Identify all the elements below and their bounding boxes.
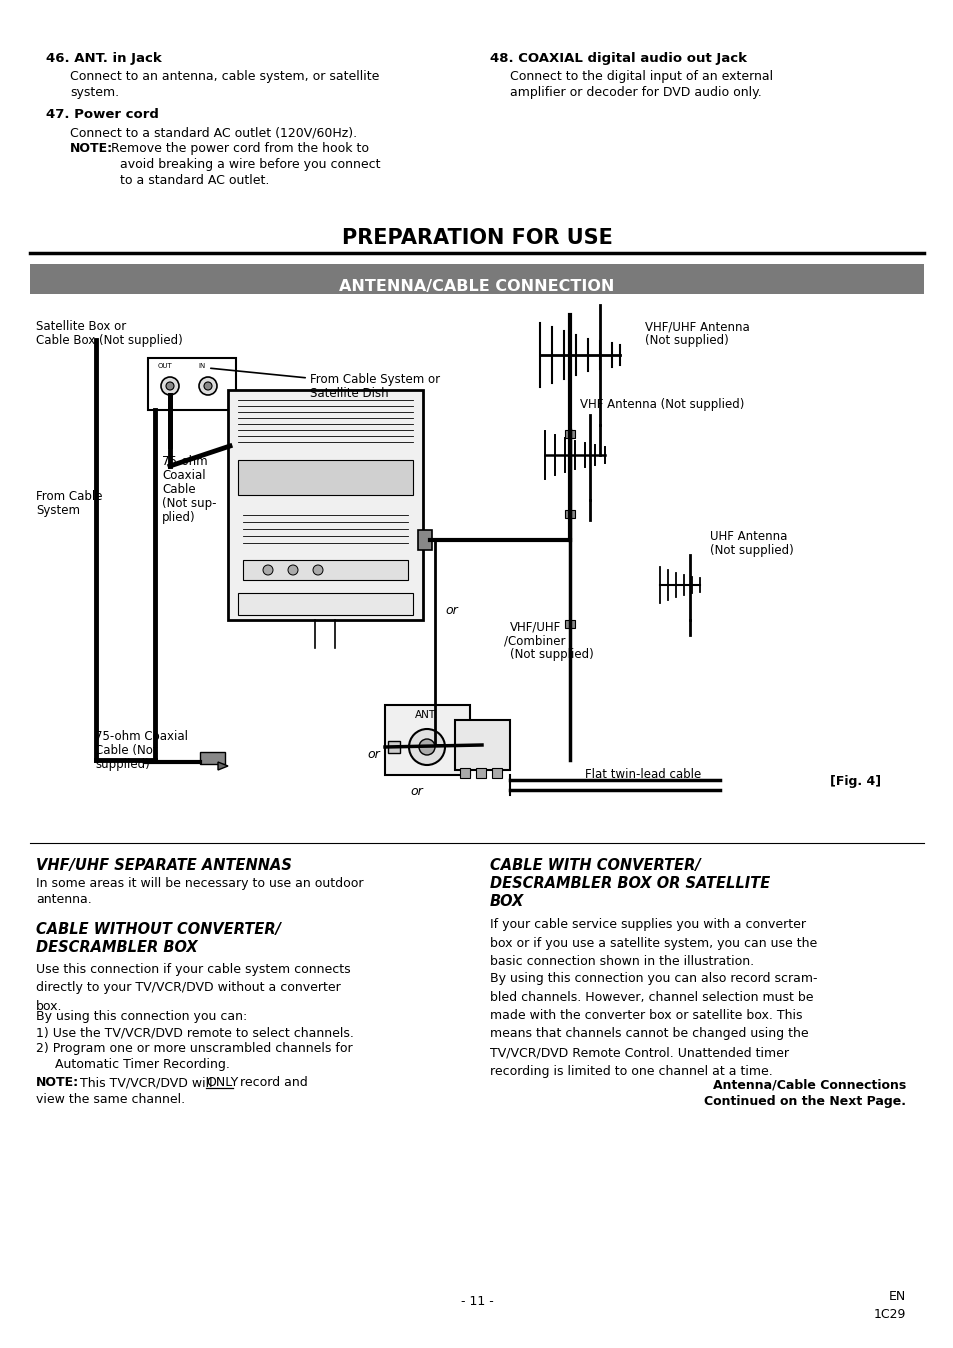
Text: EN: EN (888, 1290, 905, 1304)
Text: to a standard AC outlet.: to a standard AC outlet. (120, 174, 269, 187)
Text: or: or (444, 604, 457, 617)
Text: VHF/UHF SEPARATE ANTENNAS: VHF/UHF SEPARATE ANTENNAS (36, 857, 292, 874)
Text: Connect to an antenna, cable system, or satellite: Connect to an antenna, cable system, or … (70, 70, 379, 84)
Text: or: or (410, 785, 422, 798)
Text: In some areas it will be necessary to use an outdoor: In some areas it will be necessary to us… (36, 878, 363, 890)
Text: UHF Antenna: UHF Antenna (709, 530, 786, 543)
Text: VHF Antenna (Not supplied): VHF Antenna (Not supplied) (579, 398, 743, 411)
Text: view the same channel.: view the same channel. (36, 1093, 185, 1105)
Text: By using this connection you can also record scram-
bled channels. However, chan: By using this connection you can also re… (490, 972, 817, 1077)
Bar (30, 264, 923, 294)
Bar (492, 768, 501, 778)
Bar (459, 768, 470, 778)
Text: IN: IN (198, 363, 205, 369)
Bar (237, 460, 413, 495)
Text: PREPARATION FOR USE: PREPARATION FOR USE (341, 228, 612, 248)
Text: (Not supplied): (Not supplied) (709, 545, 793, 557)
Circle shape (263, 565, 273, 576)
Text: 46. ANT. in Jack: 46. ANT. in Jack (46, 53, 162, 65)
Text: VHF/UHF Antenna: VHF/UHF Antenna (644, 319, 749, 333)
Text: 1C29: 1C29 (873, 1308, 905, 1321)
Circle shape (204, 381, 212, 390)
Text: Cable: Cable (162, 483, 195, 496)
Text: Satellite Dish: Satellite Dish (310, 387, 388, 400)
Bar (455, 741, 467, 754)
Text: Antenna/Cable Connections: Antenna/Cable Connections (712, 1078, 905, 1091)
Text: 48. COAXIAL digital audio out Jack: 48. COAXIAL digital audio out Jack (490, 53, 746, 65)
Text: 47. Power cord: 47. Power cord (46, 108, 159, 121)
Text: (Not sup-: (Not sup- (162, 497, 216, 510)
Text: Satellite Box or: Satellite Box or (36, 319, 126, 333)
Text: Cable Box (Not supplied): Cable Box (Not supplied) (36, 334, 183, 346)
Text: 75-ohm Coaxial: 75-ohm Coaxial (95, 731, 188, 743)
Text: Connect to the digital input of an external: Connect to the digital input of an exter… (510, 70, 772, 84)
Text: By using this connection you can:: By using this connection you can: (36, 1010, 247, 1023)
Text: avoid breaking a wire before you connect: avoid breaking a wire before you connect (120, 158, 380, 171)
Text: or: or (367, 748, 379, 762)
Text: Coaxial: Coaxial (162, 469, 206, 483)
Text: Flat twin-lead cable: Flat twin-lead cable (584, 768, 700, 780)
Text: [Fig. 4]: [Fig. 4] (829, 775, 881, 789)
Bar (564, 430, 575, 438)
Bar (455, 720, 510, 770)
Text: ANTENNA/CABLE CONNECTION: ANTENNA/CABLE CONNECTION (339, 279, 614, 294)
Bar (228, 390, 422, 620)
Text: Continued on the Next Page.: Continued on the Next Page. (703, 1095, 905, 1108)
Text: If your cable service supplies you with a converter
box or if you use a satellit: If your cable service supplies you with … (490, 918, 817, 968)
Bar (385, 705, 470, 775)
Text: Remove the power cord from the hook to: Remove the power cord from the hook to (107, 142, 369, 155)
Circle shape (166, 381, 173, 390)
Text: 75-ohm: 75-ohm (162, 456, 208, 468)
Text: VHF/UHF: VHF/UHF (510, 620, 560, 634)
Text: Use this connection if your cable system connects
directly to your TV/VCR/DVD wi: Use this connection if your cable system… (36, 962, 351, 1012)
Circle shape (418, 739, 435, 755)
Text: 2) Program one or more unscrambled channels for: 2) Program one or more unscrambled chann… (36, 1042, 353, 1055)
Text: From Cable: From Cable (36, 491, 102, 503)
Text: system.: system. (70, 86, 119, 98)
Bar (564, 620, 575, 628)
Text: plied): plied) (162, 511, 195, 524)
Text: ONLY: ONLY (206, 1076, 238, 1089)
Text: This TV/VCR/DVD will: This TV/VCR/DVD will (76, 1076, 216, 1089)
Text: 1) Use the TV/VCR/DVD remote to select channels.: 1) Use the TV/VCR/DVD remote to select c… (36, 1026, 354, 1039)
Text: CABLE WITHOUT CONVERTER/: CABLE WITHOUT CONVERTER/ (36, 922, 281, 937)
Bar (564, 510, 575, 518)
Bar (237, 593, 413, 615)
Bar (243, 559, 408, 580)
Text: supplied): supplied) (95, 758, 150, 771)
Bar (417, 530, 432, 550)
Text: CABLE WITH CONVERTER/: CABLE WITH CONVERTER/ (490, 857, 700, 874)
Bar (476, 768, 485, 778)
Circle shape (199, 377, 216, 395)
Text: System: System (36, 504, 80, 518)
Circle shape (313, 565, 323, 576)
Text: BOX: BOX (490, 894, 524, 909)
Text: OUT: OUT (158, 363, 172, 369)
Text: Cable (Not: Cable (Not (95, 744, 157, 758)
Text: antenna.: antenna. (36, 892, 91, 906)
Circle shape (409, 729, 444, 766)
Text: record and: record and (235, 1076, 308, 1089)
Circle shape (288, 565, 297, 576)
Text: Connect to a standard AC outlet (120V/60Hz).: Connect to a standard AC outlet (120V/60… (70, 125, 356, 139)
Text: From Cable System or: From Cable System or (310, 373, 439, 386)
Text: - 11 -: - 11 - (460, 1295, 493, 1308)
Polygon shape (218, 762, 228, 770)
Text: /Combiner: /Combiner (503, 634, 565, 647)
Text: (Not supplied): (Not supplied) (510, 648, 593, 661)
Circle shape (161, 377, 179, 395)
Text: ANT.: ANT. (415, 710, 438, 720)
Text: (Not supplied): (Not supplied) (644, 334, 728, 346)
Text: NOTE:: NOTE: (36, 1076, 79, 1089)
Text: amplifier or decoder for DVD audio only.: amplifier or decoder for DVD audio only. (510, 86, 760, 98)
Bar (388, 741, 399, 754)
Bar (200, 752, 225, 764)
Text: NOTE:: NOTE: (70, 142, 113, 155)
Text: DESCRAMBLER BOX OR SATELLITE: DESCRAMBLER BOX OR SATELLITE (490, 876, 769, 891)
Text: DESCRAMBLER BOX: DESCRAMBLER BOX (36, 940, 197, 954)
Bar (148, 359, 235, 410)
Text: Automatic Timer Recording.: Automatic Timer Recording. (55, 1058, 230, 1072)
